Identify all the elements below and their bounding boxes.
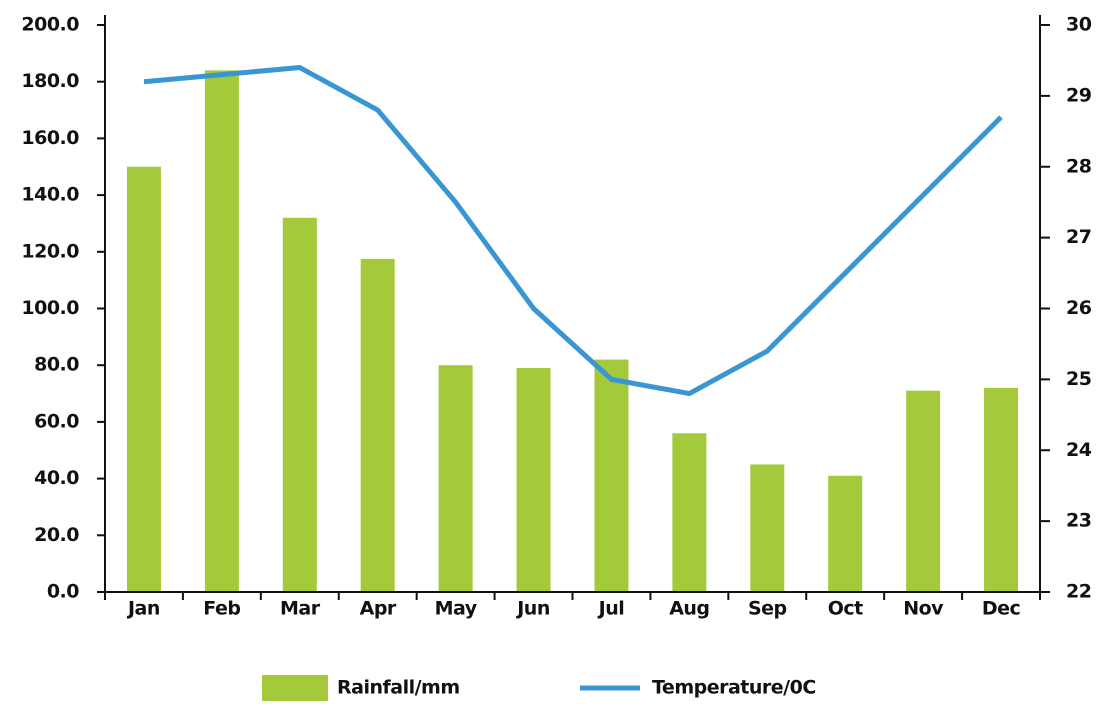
y-tick-label: 20.0 (34, 524, 79, 546)
y-tick-label: 120.0 (21, 240, 79, 262)
y-tick-label: 0.0 (47, 581, 79, 603)
x-tick-label: Aug (669, 598, 709, 620)
y2-tick-label: 25 (1066, 368, 1091, 390)
bar (672, 433, 707, 592)
y2-tick-label: 27 (1066, 226, 1091, 248)
y2-tick-label: 22 (1066, 581, 1091, 603)
bar (750, 464, 785, 592)
x-tick-label: Feb (203, 598, 240, 620)
y-tick-label: 140.0 (21, 184, 79, 206)
y-tick-label: 180.0 (21, 70, 79, 92)
bar (360, 258, 395, 592)
bar (516, 368, 551, 592)
x-tick-label: Jun (515, 598, 550, 620)
y2-tick-label: 23 (1066, 510, 1091, 532)
y-tick-label: 100.0 (21, 297, 79, 319)
line (143, 65, 1003, 397)
x-tick-label: May (435, 598, 478, 620)
x-tick-label: Apr (360, 598, 397, 620)
x-tick-label: Mar (280, 598, 321, 620)
x-tick-label: Sep (748, 598, 787, 620)
bar (282, 217, 317, 592)
bar (594, 359, 629, 592)
x-tick-label: Nov (903, 598, 944, 620)
y2-tick-label: 28 (1066, 155, 1092, 177)
bar (906, 390, 941, 592)
legend-label: Temperature/0C (652, 677, 816, 699)
bar (828, 475, 863, 592)
y-tick-label: 160.0 (21, 127, 79, 149)
x-tick-label: Jan (126, 598, 160, 620)
y-tick-label: 200.0 (21, 14, 79, 36)
y2-tick-label: 24 (1066, 439, 1092, 461)
y2-tick-label: 26 (1066, 297, 1092, 319)
y2-tick-label: 30 (1066, 14, 1092, 36)
x-tick-label: Jul (597, 598, 625, 620)
legend-swatch (262, 675, 328, 701)
legend-label: Rainfall/mm (337, 677, 460, 699)
y2-tick-label: 29 (1066, 84, 1091, 106)
y-tick-label: 60.0 (34, 410, 79, 432)
x-tick-label: Dec (982, 598, 1020, 620)
bar (204, 70, 239, 593)
x-tick-label: Oct (828, 598, 863, 620)
y-tick-label: 40.0 (34, 467, 79, 489)
bar (438, 365, 473, 592)
y-tick-label: 80.0 (34, 354, 79, 376)
bar (984, 387, 1019, 592)
bar (126, 166, 161, 592)
